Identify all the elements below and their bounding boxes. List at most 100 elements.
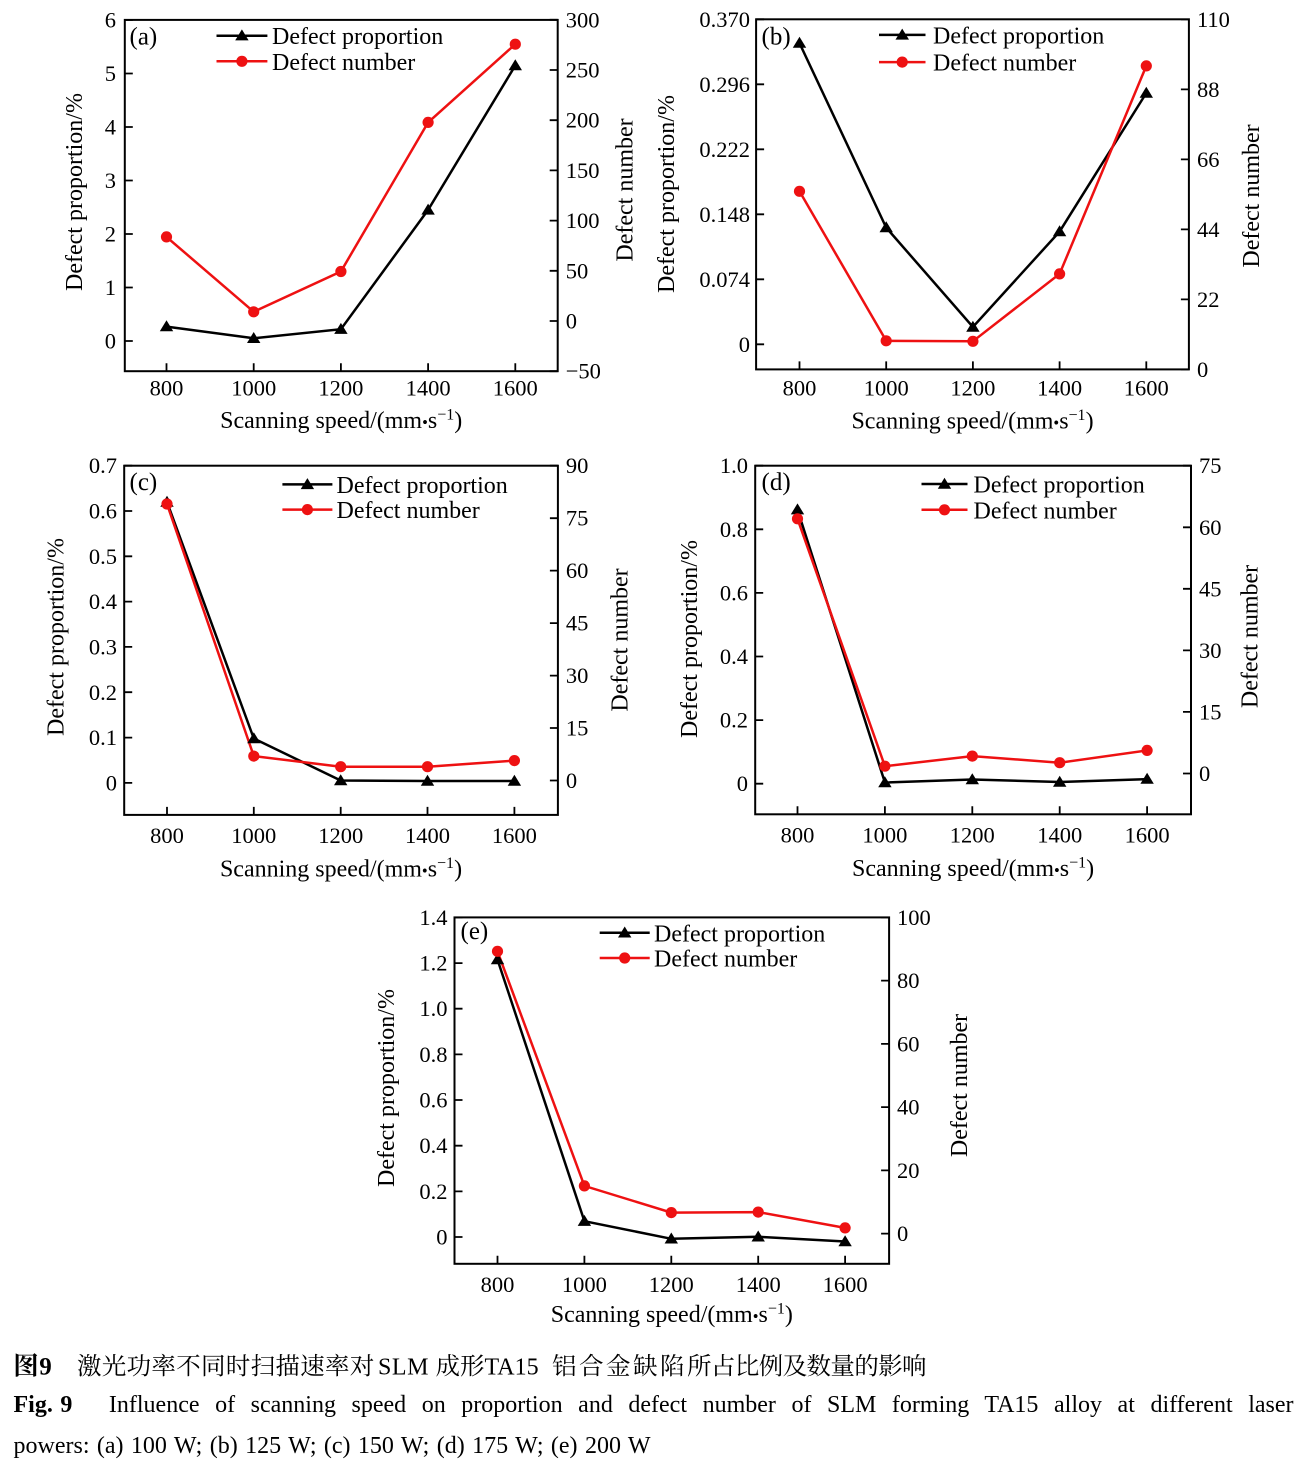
svg-text:1600: 1600 [493, 376, 538, 401]
svg-text:(a): (a) [130, 24, 158, 51]
svg-text:4: 4 [105, 115, 116, 140]
svg-text:Scanning speed/(mm•s−1): Scanning speed/(mm•s−1) [220, 855, 462, 883]
svg-text:1: 1 [105, 275, 116, 300]
svg-text:Defect number: Defect number [613, 118, 639, 261]
svg-text:75: 75 [1199, 453, 1222, 478]
svg-text:0: 0 [436, 1225, 447, 1250]
svg-text:Defect number: Defect number [1239, 124, 1265, 267]
svg-text:0: 0 [106, 770, 117, 795]
svg-text:75: 75 [566, 506, 589, 531]
svg-text:Defect proportion/%: Defect proportion/% [677, 540, 703, 738]
svg-text:20: 20 [897, 1158, 920, 1183]
svg-text:100: 100 [566, 208, 600, 233]
svg-text:0.3: 0.3 [89, 634, 117, 659]
svg-text:0.2: 0.2 [720, 708, 748, 733]
svg-text:60: 60 [1199, 515, 1222, 540]
svg-text:0: 0 [566, 309, 577, 334]
svg-text:50: 50 [566, 258, 589, 283]
svg-text:0.4: 0.4 [419, 1133, 447, 1158]
svg-text:0.5: 0.5 [89, 544, 117, 569]
svg-text:110: 110 [1197, 7, 1230, 32]
svg-text:1400: 1400 [405, 823, 450, 848]
svg-text:1400: 1400 [736, 1272, 781, 1297]
svg-text:5: 5 [105, 61, 116, 86]
svg-text:0.074: 0.074 [699, 267, 750, 292]
svg-text:1200: 1200 [318, 376, 363, 401]
svg-text:Defect proportion: Defect proportion [933, 23, 1104, 49]
svg-text:800: 800 [150, 376, 184, 401]
svg-text:Defect proportion/%: Defect proportion/% [654, 95, 680, 293]
svg-text:0.6: 0.6 [419, 1088, 447, 1113]
svg-text:1200: 1200 [649, 1272, 694, 1297]
svg-text:Scanning speed/(mm•s−1): Scanning speed/(mm•s−1) [551, 1301, 793, 1329]
svg-text:0: 0 [737, 771, 748, 796]
svg-text:Defect proportion: Defect proportion [974, 473, 1145, 499]
svg-text:(b): (b) [762, 24, 791, 51]
svg-text:0.296: 0.296 [699, 72, 750, 97]
svg-text:60: 60 [897, 1031, 920, 1056]
svg-text:Defect number: Defect number [933, 51, 1076, 77]
svg-text:60: 60 [566, 558, 589, 583]
svg-text:100: 100 [897, 905, 931, 930]
svg-text:200: 200 [566, 108, 600, 133]
svg-text:40: 40 [897, 1095, 920, 1120]
svg-text:30: 30 [1199, 638, 1222, 663]
svg-text:0.1: 0.1 [89, 725, 117, 750]
svg-text:1200: 1200 [318, 823, 363, 848]
svg-text:0: 0 [739, 332, 750, 357]
svg-text:2: 2 [105, 222, 116, 247]
svg-text:1000: 1000 [231, 376, 276, 401]
svg-text:(e): (e) [461, 918, 489, 945]
svg-text:1600: 1600 [1124, 376, 1169, 401]
svg-text:800: 800 [150, 823, 184, 848]
svg-text:Defect number: Defect number [337, 498, 480, 524]
svg-text:1400: 1400 [1037, 823, 1082, 848]
svg-text:Defect proportion: Defect proportion [272, 24, 443, 50]
svg-text:80: 80 [897, 968, 920, 993]
svg-text:0.6: 0.6 [89, 499, 117, 524]
svg-text:0.148: 0.148 [699, 202, 750, 227]
svg-text:1600: 1600 [492, 823, 537, 848]
svg-text:1000: 1000 [231, 823, 276, 848]
svg-text:0.370: 0.370 [699, 7, 750, 32]
svg-text:0.8: 0.8 [419, 1042, 447, 1067]
svg-text:0.6: 0.6 [720, 580, 748, 605]
svg-text:800: 800 [781, 823, 815, 848]
svg-text:9: 9 [39, 1354, 52, 1381]
svg-text:150: 150 [566, 158, 600, 183]
svg-text:Defect proportion: Defect proportion [654, 921, 825, 947]
svg-text:90: 90 [566, 453, 589, 478]
svg-text:Scanning speed/(mm•s−1): Scanning speed/(mm•s−1) [851, 407, 1093, 435]
svg-text:Defect proportion: Defect proportion [337, 473, 508, 499]
svg-text:(d): (d) [762, 469, 791, 496]
svg-text:88: 88 [1197, 77, 1220, 102]
svg-text:SLM: SLM [378, 1355, 429, 1381]
svg-text:1000: 1000 [862, 823, 907, 848]
svg-text:Defect proportion/%: Defect proportion/% [374, 989, 400, 1187]
svg-text:45: 45 [566, 611, 589, 636]
svg-text:1600: 1600 [823, 1272, 868, 1297]
svg-text:6: 6 [105, 8, 116, 33]
svg-text:−50: −50 [566, 359, 601, 384]
svg-text:0.2: 0.2 [419, 1179, 447, 1204]
svg-text:0: 0 [566, 768, 577, 793]
svg-text:1000: 1000 [864, 376, 909, 401]
svg-text:0: 0 [105, 329, 116, 354]
svg-text:Scanning speed/(mm•s−1): Scanning speed/(mm•s−1) [852, 855, 1094, 883]
svg-text:1.0: 1.0 [419, 996, 447, 1021]
svg-text:1.4: 1.4 [419, 905, 447, 930]
svg-text:0: 0 [1197, 357, 1208, 382]
svg-text:Defect proportion/%: Defect proportion/% [43, 538, 69, 736]
svg-text:300: 300 [566, 7, 600, 32]
svg-text:1.2: 1.2 [419, 951, 447, 976]
svg-text:0.4: 0.4 [89, 589, 117, 614]
svg-text:3: 3 [105, 168, 116, 193]
svg-text:1200: 1200 [950, 823, 995, 848]
svg-text:44: 44 [1197, 217, 1220, 242]
svg-text:(c): (c) [130, 469, 158, 496]
svg-text:66: 66 [1197, 147, 1220, 172]
svg-text:30: 30 [566, 663, 589, 688]
svg-text:Defect number: Defect number [947, 1014, 973, 1157]
svg-text:0.8: 0.8 [720, 517, 748, 542]
svg-text:800: 800 [783, 376, 817, 401]
